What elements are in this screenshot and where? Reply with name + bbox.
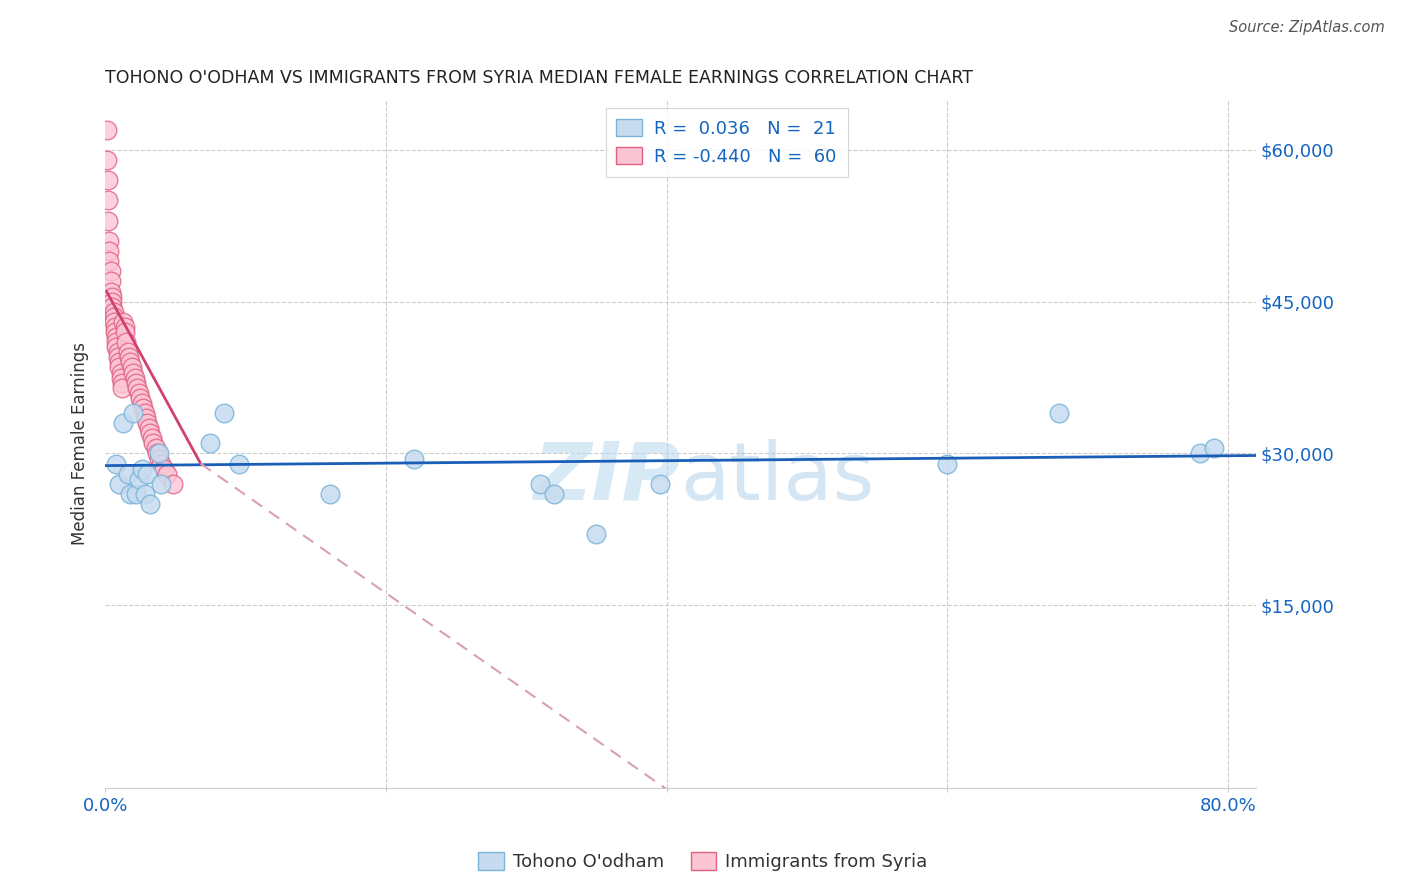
Text: Source: ZipAtlas.com: Source: ZipAtlas.com bbox=[1229, 20, 1385, 35]
Point bbox=[100, 285, 122, 299]
Point bbox=[122, 366, 145, 380]
Point bbox=[125, 487, 148, 501]
Point bbox=[108, 360, 131, 375]
Point bbox=[96, 153, 118, 167]
Legend: Tohono O'odham, Immigrants from Syria: Tohono O'odham, Immigrants from Syria bbox=[471, 846, 935, 879]
Point bbox=[117, 345, 139, 359]
Text: atlas: atlas bbox=[681, 439, 875, 516]
Point bbox=[114, 320, 136, 334]
Point bbox=[648, 476, 671, 491]
Point bbox=[100, 274, 122, 288]
Point bbox=[103, 305, 125, 319]
Point bbox=[139, 426, 162, 441]
Point bbox=[107, 351, 129, 365]
Y-axis label: Median Female Earnings: Median Female Earnings bbox=[72, 342, 89, 545]
Point bbox=[105, 340, 128, 354]
Point bbox=[111, 381, 134, 395]
Point bbox=[111, 376, 134, 390]
Point bbox=[118, 351, 141, 365]
Point bbox=[127, 381, 149, 395]
Point bbox=[98, 244, 121, 258]
Point bbox=[402, 451, 425, 466]
Point bbox=[121, 360, 143, 375]
Point bbox=[112, 416, 135, 430]
Point bbox=[148, 446, 170, 460]
Point bbox=[103, 310, 125, 324]
Point bbox=[117, 467, 139, 481]
Point bbox=[319, 487, 342, 501]
Point bbox=[115, 335, 138, 350]
Point bbox=[105, 330, 128, 344]
Point bbox=[101, 300, 124, 314]
Point bbox=[101, 294, 124, 309]
Point bbox=[125, 376, 148, 390]
Point bbox=[150, 476, 173, 491]
Point bbox=[105, 335, 128, 350]
Point bbox=[114, 325, 136, 339]
Point bbox=[200, 436, 222, 450]
Point bbox=[156, 467, 179, 481]
Point bbox=[103, 315, 125, 329]
Point bbox=[131, 461, 153, 475]
Point bbox=[107, 345, 129, 359]
Point bbox=[134, 487, 156, 501]
Point bbox=[108, 355, 131, 369]
Point bbox=[162, 476, 184, 491]
Point bbox=[146, 446, 169, 460]
Point bbox=[128, 385, 150, 400]
Point bbox=[148, 451, 170, 466]
Point bbox=[100, 264, 122, 278]
Point bbox=[97, 173, 120, 187]
Point bbox=[120, 487, 142, 501]
Point bbox=[97, 213, 120, 227]
Point bbox=[153, 461, 176, 475]
Point bbox=[129, 391, 152, 405]
Point bbox=[97, 194, 120, 208]
Legend: R =  0.036   N =  21, R = -0.440   N =  60: R = 0.036 N = 21, R = -0.440 N = 60 bbox=[606, 108, 848, 177]
Point bbox=[122, 406, 145, 420]
Point bbox=[104, 325, 127, 339]
Point bbox=[134, 406, 156, 420]
Point bbox=[150, 457, 173, 471]
Point bbox=[110, 370, 132, 384]
Point bbox=[228, 457, 250, 471]
Point bbox=[135, 411, 157, 425]
Point bbox=[128, 472, 150, 486]
Point bbox=[108, 476, 131, 491]
Point bbox=[124, 370, 146, 384]
Point bbox=[105, 457, 128, 471]
Point bbox=[98, 234, 121, 248]
Point bbox=[98, 254, 121, 268]
Point bbox=[936, 457, 959, 471]
Point bbox=[1188, 446, 1211, 460]
Point bbox=[136, 467, 159, 481]
Point bbox=[141, 431, 163, 445]
Text: ZIP: ZIP bbox=[533, 439, 681, 516]
Point bbox=[131, 396, 153, 410]
Point bbox=[214, 406, 236, 420]
Point bbox=[96, 122, 118, 136]
Point bbox=[142, 436, 165, 450]
Point bbox=[132, 401, 155, 415]
Point bbox=[136, 416, 159, 430]
Point bbox=[543, 487, 565, 501]
Point bbox=[104, 320, 127, 334]
Point bbox=[1049, 406, 1071, 420]
Point bbox=[529, 476, 551, 491]
Text: TOHONO O'ODHAM VS IMMIGRANTS FROM SYRIA MEDIAN FEMALE EARNINGS CORRELATION CHART: TOHONO O'ODHAM VS IMMIGRANTS FROM SYRIA … bbox=[105, 69, 973, 87]
Point bbox=[145, 442, 167, 456]
Point bbox=[101, 289, 124, 303]
Point bbox=[139, 497, 162, 511]
Point bbox=[138, 421, 160, 435]
Point bbox=[120, 355, 142, 369]
Point bbox=[112, 315, 135, 329]
Point bbox=[1202, 442, 1225, 456]
Point bbox=[585, 527, 607, 541]
Point bbox=[110, 366, 132, 380]
